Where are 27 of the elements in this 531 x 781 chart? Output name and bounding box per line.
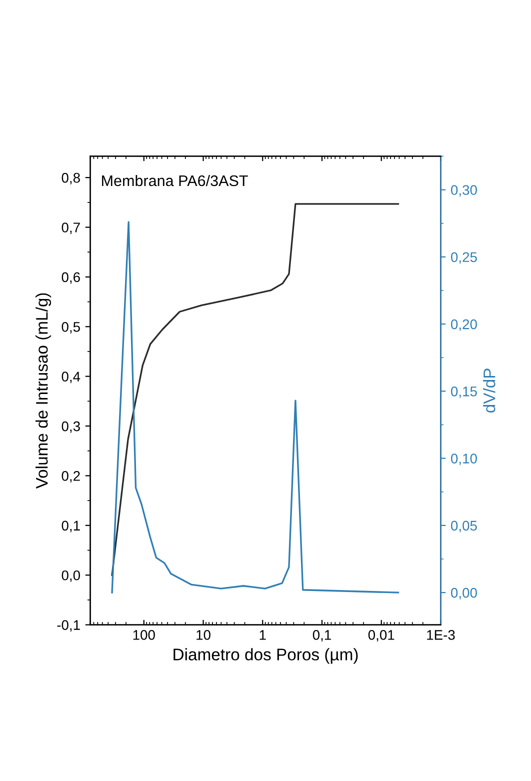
y-tick-label: 0,2: [62, 471, 80, 483]
x-axis-title: Diametro dos Poros (µm): [174, 648, 358, 664]
y2-tick-label: 0,05: [450, 520, 477, 532]
x-tick-label: 100: [133, 630, 155, 640]
y-tick-label: 0,1: [62, 520, 80, 532]
y-tick-label: 0,5: [62, 322, 80, 334]
y-axis-title: Volume de Intrusao (mL/g): [36, 293, 52, 489]
y-tick-label: 0,0: [62, 570, 80, 582]
y2-tick-label: 0,20: [450, 319, 477, 331]
y-tick-label: 0,7: [62, 222, 80, 234]
y2-axis-title: dV/dP: [483, 368, 496, 412]
x-tick-label: 1: [260, 630, 266, 640]
y-tick-label: 0,8: [62, 172, 80, 184]
x-tick-label: 1E-3: [427, 630, 455, 640]
annotation: Membrana PA6/3AST: [102, 174, 248, 186]
x-tick-label: 10: [196, 630, 210, 640]
x-tick-label: 0,01: [368, 630, 394, 642]
y2-tick-label: 0,30: [450, 185, 477, 197]
y2-tick-label: 0,15: [450, 386, 477, 398]
y-tick-label: 0,4: [62, 372, 80, 384]
y-tick-label: 0,6: [62, 272, 80, 284]
y2-tick-label: 0,25: [450, 252, 477, 264]
y-tick-label: 0,3: [62, 421, 80, 433]
x-tick-label: 0,1: [312, 630, 331, 642]
y2-tick-label: 0,00: [450, 588, 477, 600]
y2-tick-label: 0,10: [450, 454, 477, 466]
y-tick-label: -0,1: [57, 620, 80, 632]
